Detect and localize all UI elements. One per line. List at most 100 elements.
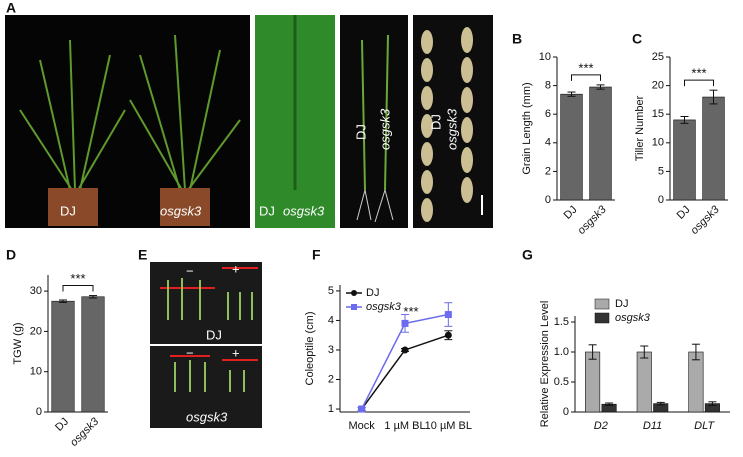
y-tick-label: 2	[328, 373, 334, 385]
photo-label: +	[232, 345, 240, 360]
x-tick-label: D11	[643, 420, 662, 432]
y-tick-label: 25	[652, 51, 664, 63]
y-tick-label: 1	[328, 403, 334, 415]
panel-label: C	[632, 31, 642, 47]
panel-label: D	[6, 247, 16, 263]
panel-label: A	[6, 0, 16, 16]
legend-marker	[351, 304, 357, 310]
line	[361, 334, 449, 410]
plant-shapes	[19, 34, 241, 191]
pot	[48, 188, 98, 226]
y-tick-label: 5	[328, 285, 334, 297]
y-tick-label: 8	[545, 80, 551, 92]
photo-plants	[5, 15, 250, 228]
x-tick-label: 10 µM BL	[425, 420, 472, 432]
panel-label: B	[512, 31, 522, 47]
x-tick-label: osgsk3	[576, 203, 610, 237]
legend-swatch	[594, 298, 610, 310]
legend-label: osgsk3	[615, 312, 651, 324]
y-tick-label: 20	[30, 325, 42, 337]
y-tick-label: 0	[658, 194, 664, 206]
y-tick-label: 2	[545, 165, 551, 177]
y-tick-label: 10	[30, 366, 42, 378]
y-axis-label: TGW (g)	[12, 322, 24, 364]
photo-seedlings	[340, 15, 408, 228]
y-axis-label: Grain Length (mm)	[521, 82, 533, 174]
grains	[421, 27, 473, 222]
bar	[51, 300, 75, 413]
bar	[589, 86, 612, 201]
x-tick-label: DJ	[53, 416, 71, 434]
bar	[81, 296, 105, 413]
x-tick-label: D2	[594, 420, 608, 432]
photo-label: osgsk3	[160, 203, 202, 218]
y-tick-label: 20	[652, 80, 664, 92]
y-tick-label: 4	[328, 314, 334, 326]
photo-label: DJ	[206, 327, 222, 342]
legend-swatch	[594, 312, 610, 324]
significance-bracket	[62, 285, 94, 292]
y-tick-label: 5	[658, 165, 664, 177]
y-tick-label: 1.0	[554, 346, 569, 358]
annotation: ***	[70, 271, 85, 286]
legend-label: DJ	[615, 298, 628, 310]
significance-bracket	[684, 79, 714, 87]
legend-marker	[351, 290, 357, 296]
photo-a: DJ osgsk3 DJ osgsk3 DJ osgsk3 DJ osgsk3	[5, 15, 493, 228]
y-tick-label: 10	[652, 137, 664, 149]
y-axis-label: Coleoptile (cm)	[304, 312, 316, 386]
y-axis-label: Tiller Number	[634, 95, 646, 161]
panel-label: E	[138, 247, 147, 263]
panel-label: F	[312, 247, 321, 263]
y-tick-label: 1.5	[554, 316, 569, 328]
panel-label: G	[522, 247, 533, 263]
y-tick-label: 3	[328, 344, 334, 356]
point	[358, 405, 366, 413]
bar	[702, 96, 725, 201]
bar	[585, 351, 601, 413]
legend-label: osgsk3	[366, 301, 402, 313]
photo-label: DJ	[428, 114, 443, 130]
y-axis-label: Relative Expression Level	[539, 301, 551, 428]
photo-label: osgsk3	[186, 409, 228, 424]
x-tick-label: osgsk3	[689, 203, 723, 237]
photo-label: +	[232, 261, 240, 276]
photo-label: DJ	[60, 203, 76, 218]
significance-bracket	[571, 74, 601, 81]
annotation: ***	[403, 304, 418, 319]
x-tick-label: DJ	[675, 204, 693, 222]
bar	[560, 93, 583, 201]
bar	[688, 351, 704, 413]
y-tick-label: 0	[36, 406, 42, 418]
photo-label: −	[186, 263, 194, 278]
x-tick-label: Mock	[349, 420, 376, 432]
y-tick-label: 30	[30, 285, 42, 297]
annotation: ***	[691, 66, 706, 81]
bar	[673, 119, 696, 201]
photo-label: DJ	[259, 203, 275, 218]
y-tick-label: 10	[539, 51, 551, 63]
photo-label: DJ	[353, 124, 368, 140]
y-tick-label: 6	[545, 108, 551, 120]
point	[401, 346, 409, 354]
y-tick-label: 4	[545, 137, 551, 149]
photo-e: − + DJ − + osgsk3	[150, 261, 262, 428]
legend-label: DJ	[366, 287, 379, 299]
x-tick-label: DLT	[694, 420, 715, 432]
seedling-shapes	[361, 34, 389, 191]
photo-label: osgsk3	[444, 108, 459, 150]
y-tick-label: 15	[652, 108, 664, 120]
photo-label: osgsk3	[377, 108, 392, 150]
x-tick-label: DJ	[562, 204, 580, 222]
y-tick-label: 0	[545, 194, 551, 206]
bar	[636, 351, 652, 413]
annotation: ***	[578, 60, 593, 75]
photo-label: osgsk3	[283, 203, 325, 218]
photo-label: −	[186, 345, 194, 360]
point	[444, 331, 452, 339]
x-tick-label: 1 µM BL	[384, 420, 425, 432]
y-tick-label: 0	[563, 406, 569, 418]
roots	[356, 189, 394, 223]
point	[444, 311, 452, 319]
